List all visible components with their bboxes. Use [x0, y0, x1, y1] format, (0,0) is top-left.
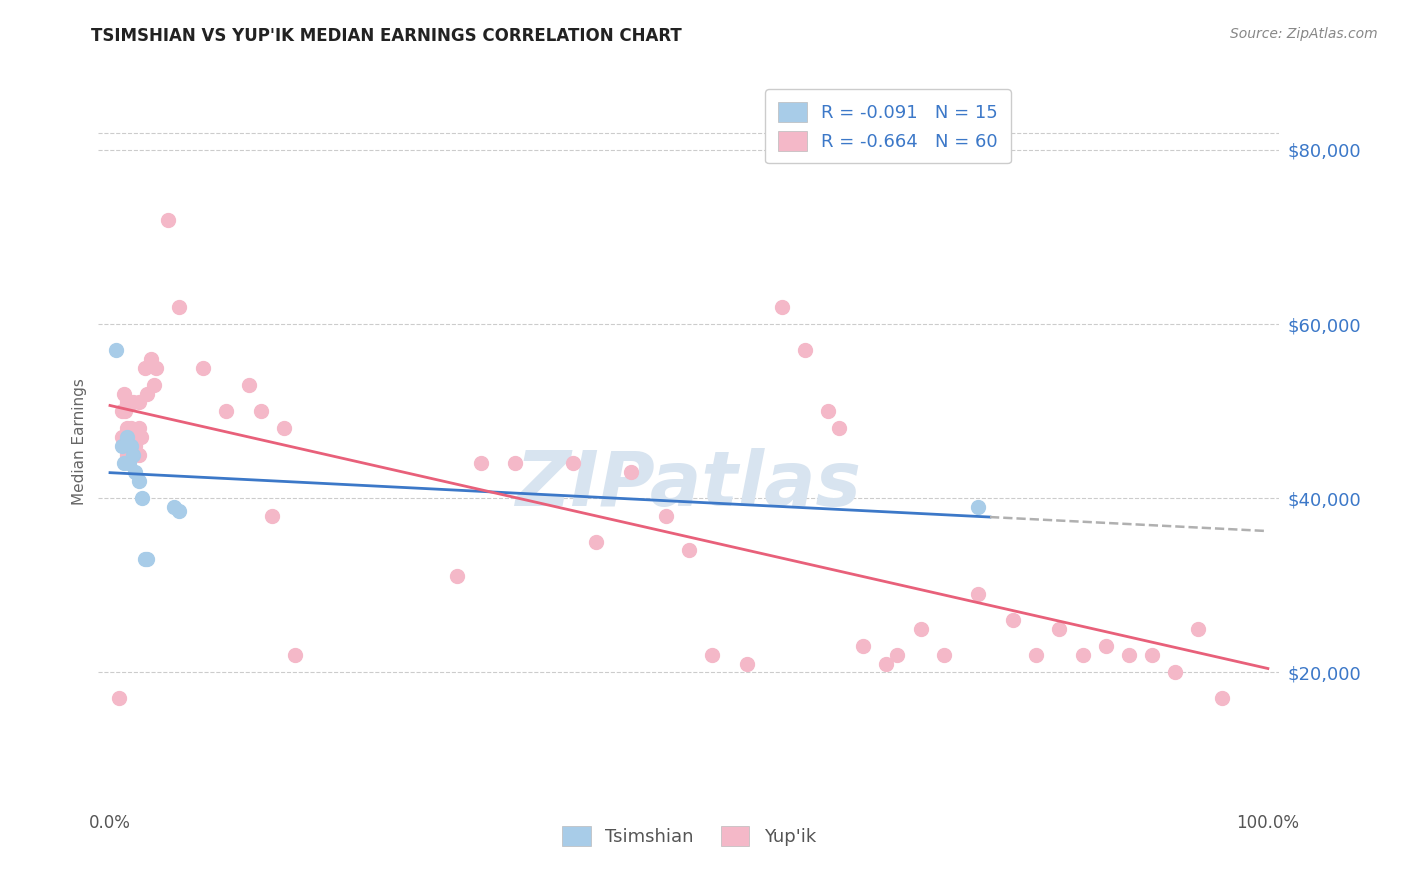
- Point: [163, 500, 186, 514]
- Point: [215, 404, 238, 418]
- Point: [117, 456, 139, 470]
- Point: [122, 430, 145, 444]
- Point: [139, 351, 162, 366]
- Point: [124, 439, 146, 453]
- Point: [108, 691, 131, 706]
- Point: [735, 657, 758, 671]
- Point: [110, 439, 132, 453]
- Point: [112, 386, 135, 401]
- Point: [169, 504, 191, 518]
- Point: [110, 430, 132, 444]
- Point: [852, 639, 875, 653]
- Point: [1211, 691, 1233, 706]
- Point: [562, 456, 585, 470]
- Point: [886, 648, 908, 662]
- Point: [143, 378, 166, 392]
- Point: [124, 465, 146, 479]
- Text: TSIMSHIAN VS YUP'IK MEDIAN EARNINGS CORRELATION CHART: TSIMSHIAN VS YUP'IK MEDIAN EARNINGS CORR…: [91, 27, 682, 45]
- Point: [117, 430, 139, 444]
- Point: [1071, 648, 1094, 662]
- Point: [129, 430, 152, 444]
- Point: [770, 300, 793, 314]
- Point: [112, 456, 135, 470]
- Point: [134, 552, 156, 566]
- Text: Source: ZipAtlas.com: Source: ZipAtlas.com: [1230, 27, 1378, 41]
- Point: [136, 552, 159, 566]
- Text: ZIPatlas: ZIPatlas: [516, 448, 862, 522]
- Point: [1049, 622, 1071, 636]
- Point: [503, 456, 526, 470]
- Point: [273, 421, 295, 435]
- Point: [967, 500, 990, 514]
- Legend: Tsimshian, Yup'ik: Tsimshian, Yup'ik: [550, 814, 828, 859]
- Point: [128, 448, 150, 462]
- Point: [117, 448, 139, 462]
- Point: [793, 343, 815, 358]
- Point: [828, 421, 851, 435]
- Point: [655, 508, 678, 523]
- Point: [169, 300, 191, 314]
- Point: [122, 448, 145, 462]
- Point: [967, 587, 990, 601]
- Point: [1025, 648, 1047, 662]
- Point: [136, 386, 159, 401]
- Point: [249, 404, 271, 418]
- Point: [145, 360, 167, 375]
- Point: [446, 569, 468, 583]
- Point: [114, 404, 136, 418]
- Point: [128, 395, 150, 409]
- Point: [284, 648, 307, 662]
- Point: [585, 534, 607, 549]
- Point: [262, 508, 284, 523]
- Point: [875, 657, 897, 671]
- Point: [238, 378, 260, 392]
- Point: [128, 474, 150, 488]
- Point: [817, 404, 839, 418]
- Point: [1187, 622, 1209, 636]
- Point: [1118, 648, 1140, 662]
- Point: [678, 543, 700, 558]
- Point: [910, 622, 932, 636]
- Point: [932, 648, 955, 662]
- Point: [1094, 639, 1116, 653]
- Point: [620, 465, 643, 479]
- Point: [191, 360, 214, 375]
- Point: [1002, 613, 1025, 627]
- Point: [134, 360, 156, 375]
- Point: [120, 421, 142, 435]
- Point: [110, 404, 132, 418]
- Point: [470, 456, 492, 470]
- Point: [128, 421, 150, 435]
- Point: [1164, 665, 1187, 680]
- Point: [117, 421, 139, 435]
- Point: [120, 439, 142, 453]
- Point: [117, 395, 139, 409]
- Point: [156, 212, 179, 227]
- Point: [1140, 648, 1163, 662]
- Point: [700, 648, 723, 662]
- Point: [104, 343, 127, 358]
- Point: [122, 395, 145, 409]
- Y-axis label: Median Earnings: Median Earnings: [72, 378, 87, 505]
- Point: [131, 491, 153, 505]
